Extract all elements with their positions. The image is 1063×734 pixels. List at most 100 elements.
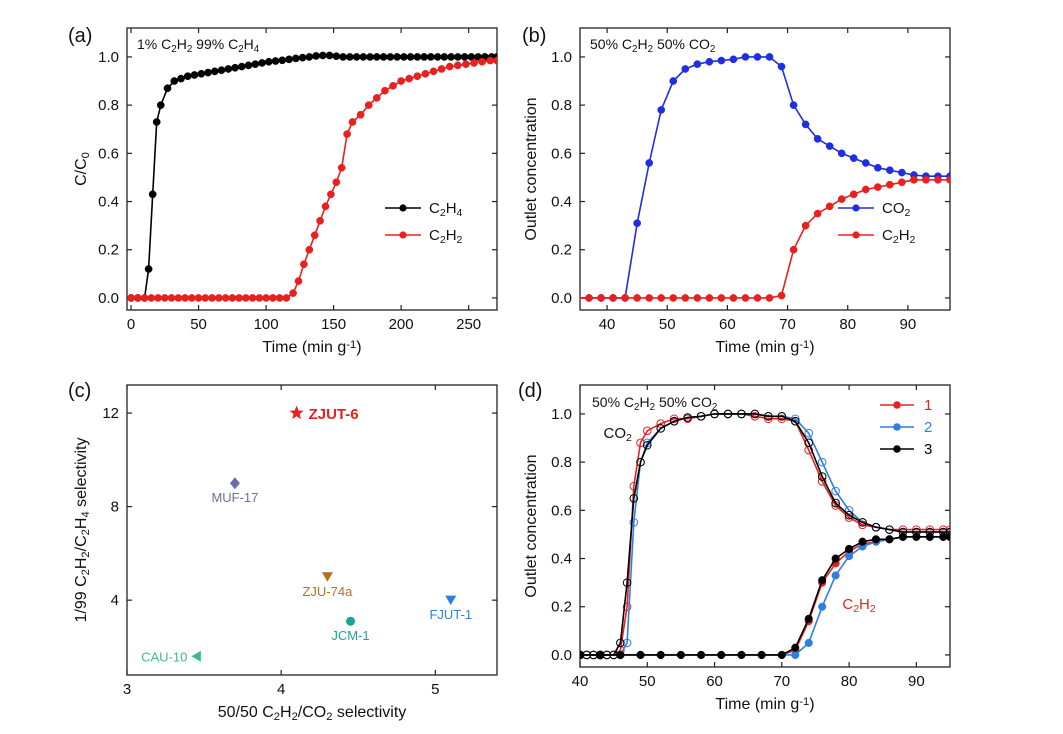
panel-annotation: 50% C2H2 50% CO2 [592,394,717,413]
data-point [645,294,654,302]
co2-point [804,438,814,448]
panel-c: (c) 3 4 5 4 8 12 50/50 C2H2/CO2 selectivity 1/9… [68,380,498,723]
c2h2-point [777,650,786,659]
data-point [217,66,226,75]
data-point [210,67,219,76]
data-point [258,59,266,67]
y-axis-label: C/C0 [73,152,92,186]
y-tick-label: 12 [102,405,119,422]
c2h2-point [845,552,854,561]
y-tick-label: 0.8 [98,97,119,114]
x-axis-label: Time (min g-1) [715,339,814,356]
data-point [251,60,260,69]
co2-point [764,412,773,421]
panel-label-c: (c) [68,380,91,402]
co2-point [656,424,666,433]
point-zju-74a [321,572,333,582]
data-point [241,294,250,302]
data-point [861,159,870,167]
point-zjut-6 [289,405,304,420]
x-tick-label: 200 [389,316,414,333]
c2h2-point [818,602,827,611]
c2h2-point [939,532,948,541]
data-point [580,295,581,301]
data-point [813,135,822,143]
data-point [305,245,314,254]
data-point [208,294,216,302]
data-point [244,61,253,70]
data-point [275,294,284,302]
y-tick-label: 1.0 [551,406,572,423]
panel-label-a: (a) [68,25,92,47]
data-point [152,118,161,126]
c2h2-point [912,532,921,541]
c2h2-point [656,650,665,659]
c2h2-point [791,643,800,652]
co2-point [885,525,894,534]
data-point [609,294,617,302]
data-point [163,84,172,93]
y-tick-label: 1.0 [551,49,572,66]
legend-marker [893,445,901,453]
co2-point [616,638,625,648]
data-point [413,72,422,81]
data-point [364,101,373,109]
data-point [194,294,203,302]
data-point [922,175,930,184]
legend-marker [399,231,407,239]
data-point [235,294,243,302]
co2-point [750,412,760,421]
legend-label: 2 [924,419,932,436]
y-tick-label: 0.4 [98,194,119,211]
data-point [332,52,341,61]
data-point [262,294,270,302]
point-label: FJUT-1 [429,607,472,622]
data-point [470,59,478,67]
x-tick-label: 90 [900,316,917,333]
data-point [777,291,786,300]
data-point [316,216,324,225]
data-point [201,294,210,302]
co2-point [696,412,706,421]
data-point [801,120,810,129]
x-tick-label: 0 [127,316,135,333]
legend-label: C2H4 [429,200,463,219]
data-point [825,142,834,150]
data-point [837,149,846,158]
y-tick-label: 0.2 [551,242,572,259]
data-point [669,77,678,85]
data-point [717,56,726,65]
plot-frame [579,27,951,311]
legend-label: CO2 [882,200,911,219]
legend-marker [893,401,901,409]
data-point [127,294,135,302]
data-point [379,53,388,61]
c2h2-line [580,536,950,656]
co2-line [580,413,950,656]
x-axis-label: Time (min g-1) [715,696,814,713]
c2h2-point [898,532,907,541]
co2-point [831,486,840,496]
co2-point [858,520,867,530]
y-tick-label: 0.0 [551,647,572,664]
x-tick-label: 40 [599,316,616,333]
data-point [285,55,293,64]
data-point [310,231,319,240]
data-point [268,294,277,302]
point-label: ZJUT-6 [309,406,359,423]
legend-label: C2H2 [882,227,916,246]
data-point [633,294,642,302]
run-3 [580,409,950,660]
co2-point [642,440,652,450]
data-point [397,77,405,85]
data-point [221,294,230,302]
y-tick-label: 0.6 [551,145,572,162]
data-point [248,294,257,302]
data-point [190,71,199,79]
c2h2-point [945,532,950,541]
data-point [681,294,690,302]
c2h2-point [757,650,766,659]
point-label: CAU-10 [141,649,187,664]
data-point [343,130,351,138]
x-tick-label: 40 [572,673,589,690]
